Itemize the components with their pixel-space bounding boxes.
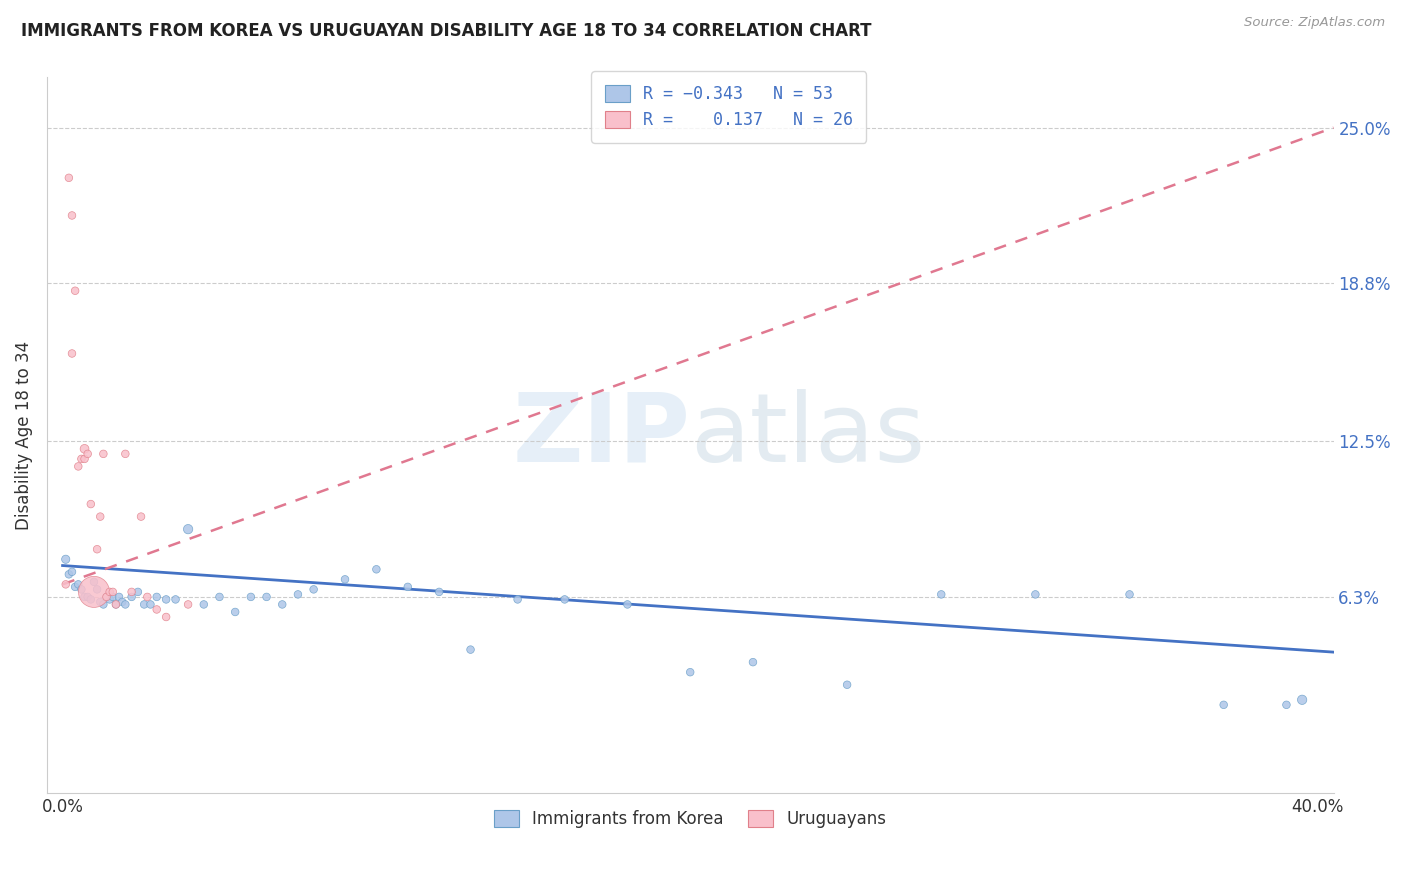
Point	[86, 542, 108, 557]
Point	[60, 209, 83, 223]
Point	[127, 585, 149, 599]
Point	[98, 592, 121, 607]
Point	[287, 587, 309, 601]
Point	[271, 598, 294, 612]
Point	[67, 577, 90, 591]
Point	[58, 567, 80, 582]
Point	[83, 574, 105, 589]
Text: ZIP: ZIP	[512, 389, 690, 482]
Point	[554, 592, 576, 607]
Point	[101, 590, 124, 604]
Text: Source: ZipAtlas.com: Source: ZipAtlas.com	[1244, 16, 1385, 29]
Point	[679, 665, 702, 680]
Point	[506, 592, 529, 607]
Point	[67, 459, 90, 474]
Point	[89, 595, 111, 609]
Point	[104, 598, 127, 612]
Point	[396, 580, 419, 594]
Point	[121, 585, 143, 599]
Point	[63, 580, 86, 594]
Point	[145, 590, 167, 604]
Point	[73, 451, 96, 466]
Point	[70, 582, 93, 597]
Point	[145, 602, 167, 616]
Text: IMMIGRANTS FROM KOREA VS URUGUAYAN DISABILITY AGE 18 TO 34 CORRELATION CHART: IMMIGRANTS FROM KOREA VS URUGUAYAN DISAB…	[21, 22, 872, 40]
Y-axis label: Disability Age 18 to 34: Disability Age 18 to 34	[15, 341, 32, 530]
Point	[93, 447, 115, 461]
Point	[93, 598, 115, 612]
Point	[83, 585, 105, 599]
Point	[55, 577, 77, 591]
Point	[139, 598, 162, 612]
Point	[76, 590, 98, 604]
Point	[80, 592, 103, 607]
Text: atlas: atlas	[690, 389, 925, 482]
Point	[427, 585, 450, 599]
Point	[1212, 698, 1234, 712]
Point	[111, 595, 134, 609]
Point	[742, 655, 765, 669]
Point	[89, 509, 111, 524]
Point	[58, 170, 80, 185]
Point	[98, 585, 121, 599]
Point	[96, 590, 118, 604]
Point	[63, 284, 86, 298]
Point	[76, 447, 98, 461]
Point	[256, 590, 278, 604]
Point	[86, 582, 108, 597]
Point	[134, 598, 156, 612]
Point	[60, 565, 83, 579]
Point	[104, 598, 127, 612]
Point	[224, 605, 246, 619]
Point	[114, 447, 136, 461]
Point	[165, 592, 187, 607]
Point	[835, 678, 858, 692]
Point	[177, 598, 200, 612]
Point	[101, 585, 124, 599]
Point	[302, 582, 325, 597]
Point	[1291, 693, 1313, 707]
Point	[129, 509, 152, 524]
Point	[136, 590, 159, 604]
Point	[155, 592, 177, 607]
Legend: Immigrants from Korea, Uruguayans: Immigrants from Korea, Uruguayans	[486, 803, 893, 834]
Point	[55, 552, 77, 566]
Point	[460, 642, 482, 657]
Point	[929, 587, 952, 601]
Point	[73, 590, 96, 604]
Point	[193, 598, 215, 612]
Point	[616, 598, 638, 612]
Point	[1275, 698, 1298, 712]
Point	[208, 590, 231, 604]
Point	[73, 442, 96, 456]
Point	[155, 610, 177, 624]
Point	[114, 598, 136, 612]
Point	[1024, 587, 1046, 601]
Point	[96, 590, 118, 604]
Point	[366, 562, 388, 576]
Point	[108, 590, 131, 604]
Point	[333, 572, 356, 586]
Point	[1118, 587, 1140, 601]
Point	[121, 590, 143, 604]
Point	[177, 522, 200, 536]
Point	[70, 451, 93, 466]
Point	[239, 590, 262, 604]
Point	[80, 497, 103, 511]
Point	[60, 346, 83, 360]
